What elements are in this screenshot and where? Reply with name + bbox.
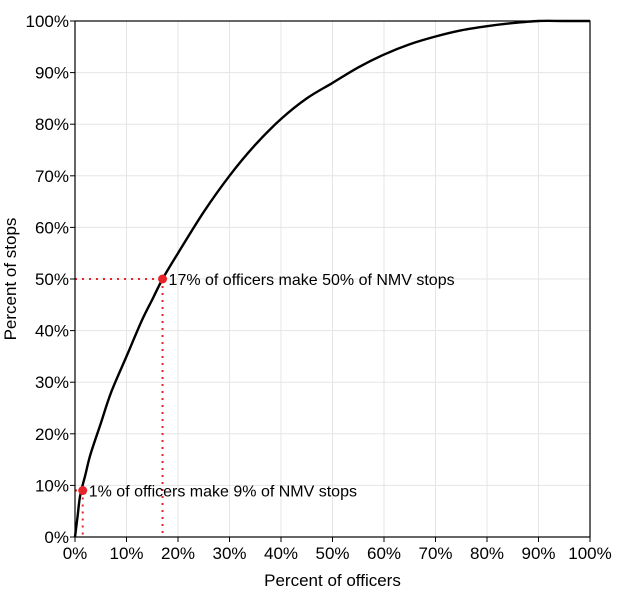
x-tick-label: 40% bbox=[264, 544, 298, 563]
x-tick-label: 20% bbox=[161, 544, 195, 563]
y-tick-label: 90% bbox=[35, 64, 69, 83]
x-tick-label: 10% bbox=[109, 544, 143, 563]
annotation-label: 17% of officers make 50% of NMV stops bbox=[169, 272, 455, 289]
y-axis-title: Percent of stops bbox=[1, 218, 20, 341]
y-tick-label: 10% bbox=[35, 476, 69, 495]
annotation-points bbox=[78, 274, 168, 496]
y-tick-label: 30% bbox=[35, 373, 69, 392]
x-tick-label: 0% bbox=[63, 544, 88, 563]
x-tick-label: 50% bbox=[315, 544, 349, 563]
axis-ticks: 0% 10% 20% 30% 40% 50% 60% 70% 80% 90% 100% 0% 10% 20… bbox=[26, 12, 612, 563]
y-tick-label: 40% bbox=[35, 322, 69, 341]
x-tick-label: 30% bbox=[212, 544, 246, 563]
cumulative-curve bbox=[73, 19, 590, 538]
y-tick-label: 70% bbox=[35, 167, 69, 186]
y-tick-label: 100% bbox=[26, 12, 69, 31]
x-tick-label: 100% bbox=[568, 544, 611, 563]
x-tick-label: 70% bbox=[418, 544, 452, 563]
annotation-point bbox=[158, 274, 168, 284]
y-tick-label: 60% bbox=[35, 218, 69, 237]
annotation-point bbox=[78, 486, 88, 496]
x-tick-label: 90% bbox=[521, 544, 555, 563]
annotation-guides bbox=[75, 278, 164, 537]
x-axis-title: Percent of officers bbox=[264, 571, 401, 590]
x-tick-label: 80% bbox=[470, 544, 504, 563]
x-tick-label: 60% bbox=[367, 544, 401, 563]
y-tick-label: 0% bbox=[44, 528, 69, 547]
y-tick-label: 80% bbox=[35, 115, 69, 134]
y-tick-label: 20% bbox=[35, 425, 69, 444]
annotation-labels: 1% of officers make 9% of NMV stops 17% o… bbox=[89, 272, 455, 501]
y-tick-label: 50% bbox=[35, 270, 69, 289]
annotation-label: 1% of officers make 9% of NMV stops bbox=[89, 484, 357, 501]
